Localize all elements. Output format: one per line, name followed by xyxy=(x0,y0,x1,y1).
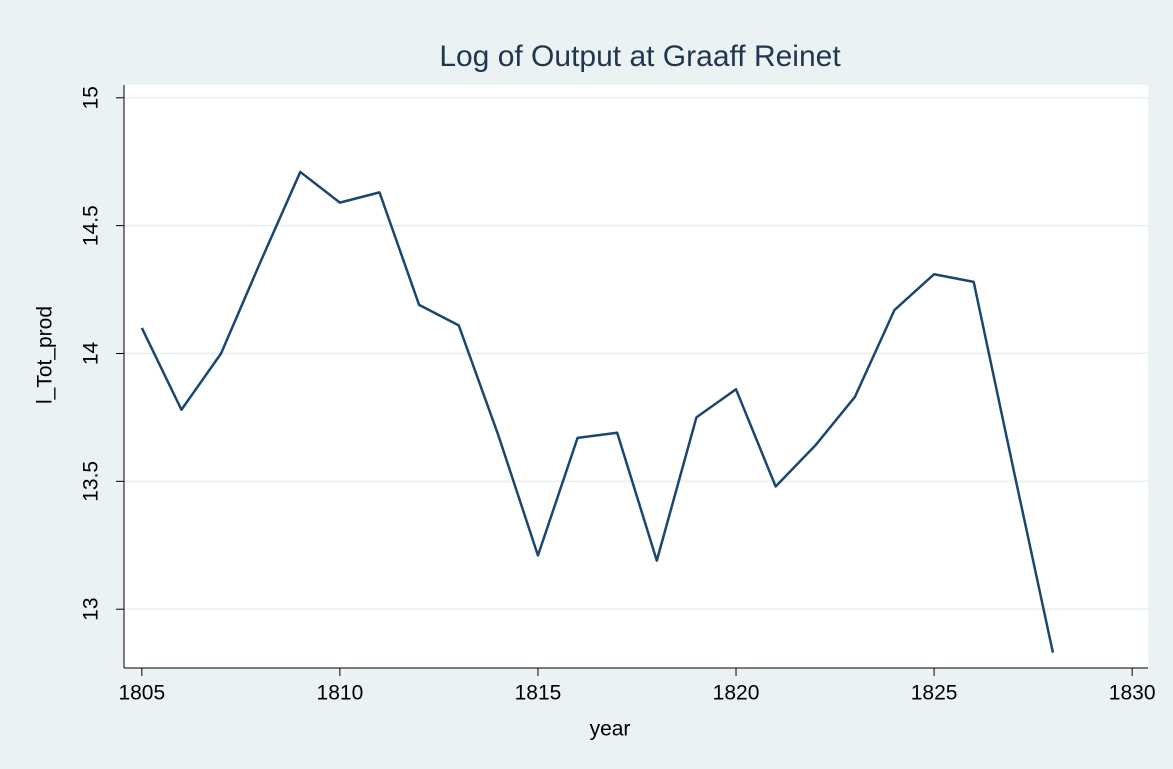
x-tick-label: 1805 xyxy=(118,682,165,705)
x-tick-label: 1810 xyxy=(317,682,364,705)
data-line xyxy=(140,170,1055,653)
chart-title: Log of Output at Graaff Reinet xyxy=(439,40,841,73)
x-tick-label: 1825 xyxy=(911,682,958,705)
y-tick-label: 14 xyxy=(80,341,103,365)
x-tick-label: 1815 xyxy=(515,682,562,705)
x-axis-label: year xyxy=(590,718,631,741)
x-tick-label: 1820 xyxy=(713,682,760,705)
y-tick-label: 13.5 xyxy=(80,461,103,502)
x-tick-label: 1830 xyxy=(1109,682,1156,705)
y-axis-label: l_Tot_prod xyxy=(34,306,57,404)
y-tick-label: 15 xyxy=(80,86,103,109)
y-tick-label: 14.5 xyxy=(80,205,103,246)
y-tick-label: 13 xyxy=(80,598,103,621)
